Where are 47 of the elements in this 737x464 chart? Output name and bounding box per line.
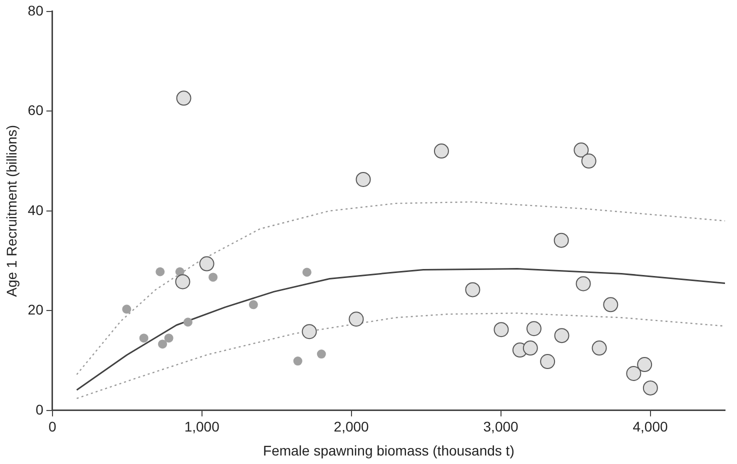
point: [465, 282, 480, 298]
point: [526, 321, 542, 336]
point: [554, 328, 570, 344]
line-series: [76, 312, 725, 400]
point: [183, 318, 192, 327]
point: [156, 267, 165, 276]
point: [540, 354, 556, 370]
point: [592, 340, 607, 356]
y-axis-title: Age 1 Recruitment (billions): [3, 124, 20, 297]
point: [603, 297, 618, 312]
x-tick-label: 2,000: [334, 418, 370, 435]
point: [176, 90, 192, 106]
point: [554, 232, 569, 248]
point: [164, 334, 174, 343]
y-tick-label: 0: [36, 401, 44, 418]
point: [356, 172, 371, 187]
x-tick-label: 3,000: [483, 418, 519, 435]
line-series: [76, 201, 725, 376]
point: [302, 324, 317, 340]
point: [175, 274, 190, 290]
point: [316, 350, 326, 359]
point: [494, 322, 509, 338]
point: [348, 312, 364, 327]
point: [434, 144, 449, 159]
point: [574, 142, 589, 158]
x-tick-label: 4,000: [632, 418, 668, 435]
y-tick-label: 60: [28, 102, 44, 118]
point: [302, 268, 312, 277]
x-axis-title: Female spawning biomass (thousands t): [263, 442, 514, 458]
point: [208, 272, 218, 282]
point: [248, 300, 258, 310]
point: [522, 340, 538, 356]
x-tick-label: 0: [48, 418, 56, 435]
point: [293, 356, 302, 366]
x-tick-label: 1,000: [184, 418, 220, 435]
point: [581, 154, 596, 169]
point: [199, 256, 214, 272]
y-tick-label: 20: [28, 302, 44, 318]
point: [626, 366, 642, 381]
point: [122, 304, 132, 314]
y-tick-label: 80: [28, 2, 44, 18]
point: [139, 334, 148, 343]
point: [637, 357, 652, 372]
y-tick-label: 40: [28, 202, 44, 218]
point: [158, 340, 168, 349]
point: [642, 380, 658, 396]
point: [576, 276, 591, 292]
